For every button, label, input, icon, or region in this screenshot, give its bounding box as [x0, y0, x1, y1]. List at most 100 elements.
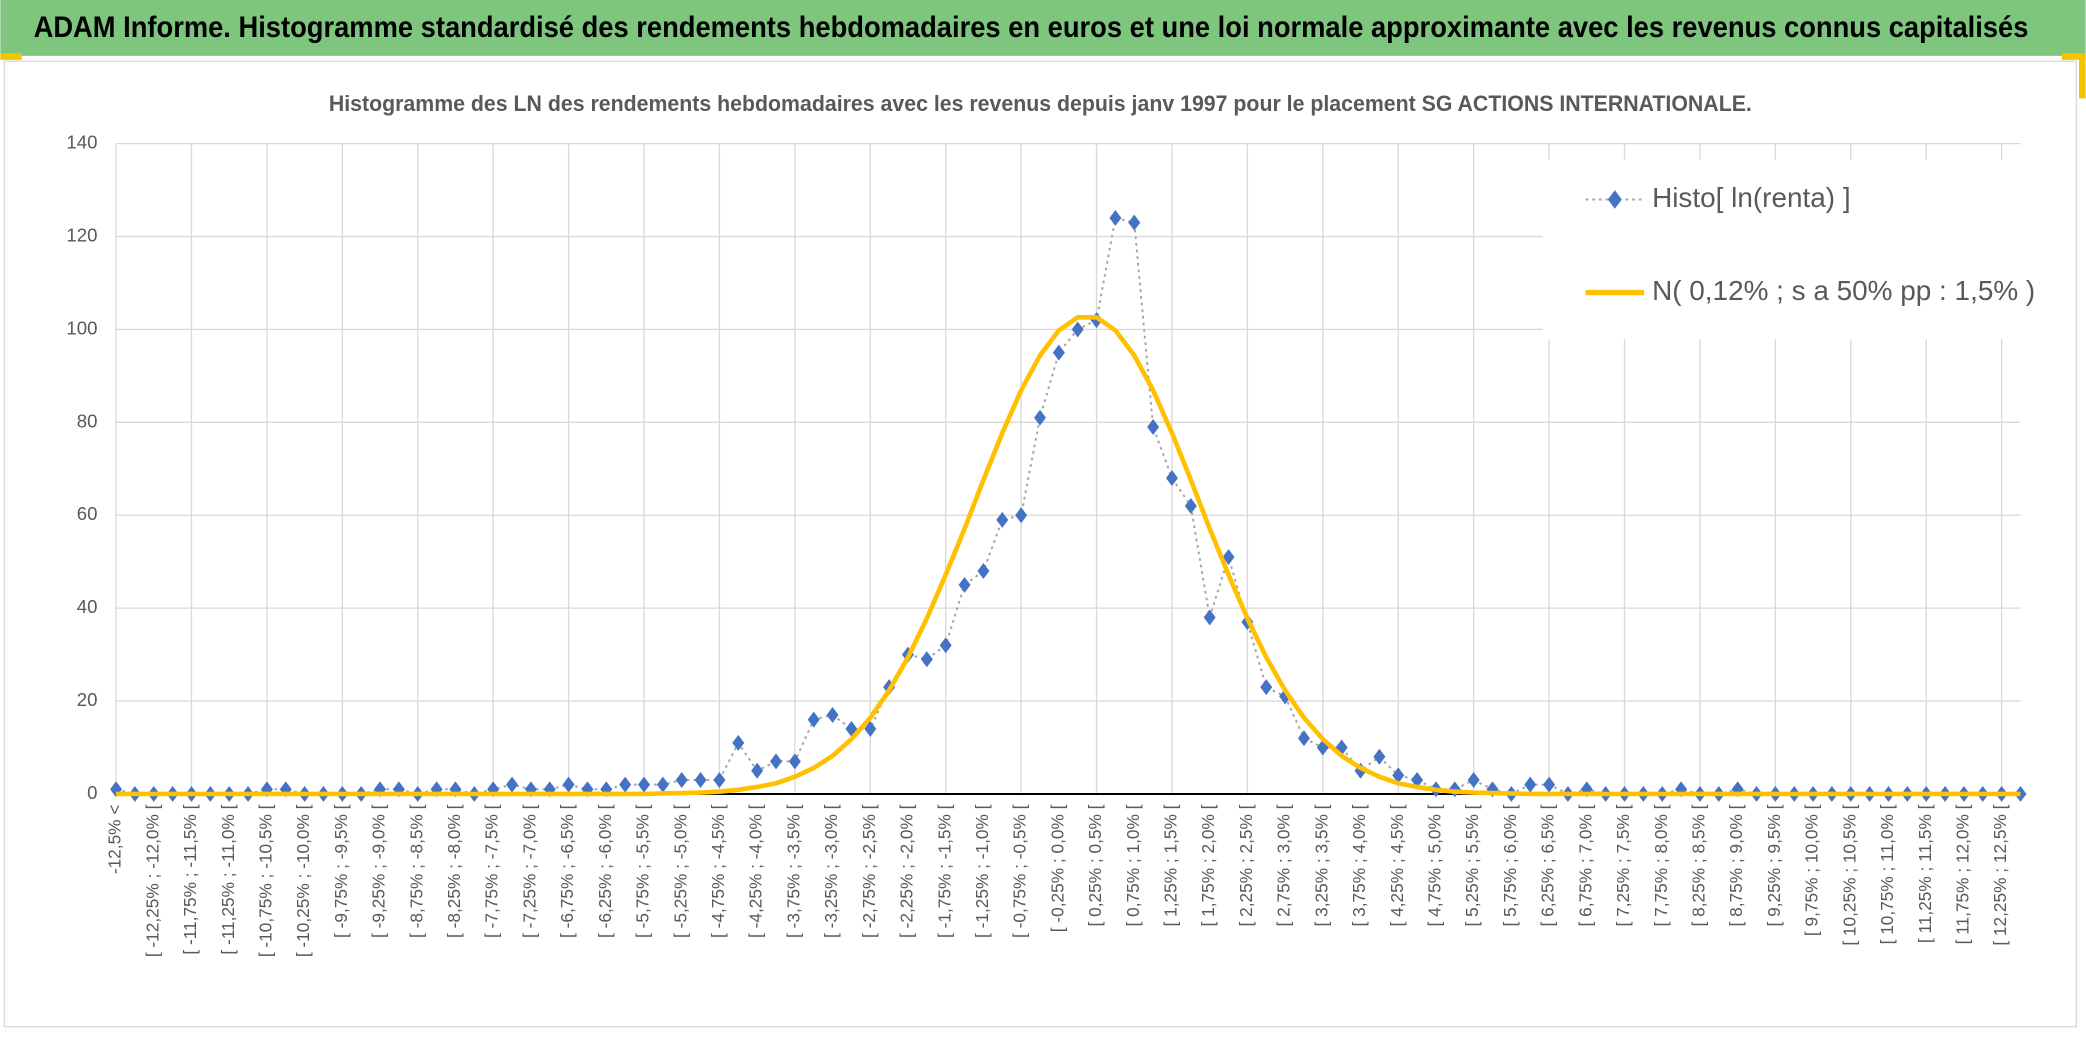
- x-tick-label: [ -0,25% ; 0,0% [: [1047, 804, 1067, 932]
- x-tick-label: [ 11,25% ; 11,5% [: [1915, 804, 1935, 943]
- x-tick-label: [ 3,25% ; 3,5% [: [1311, 804, 1331, 926]
- chart-title: Histogramme des LN des rendements hebdom…: [329, 91, 1752, 116]
- x-tick-label: [ -1,75% ; -1,5% [: [934, 804, 954, 938]
- x-tick-label: [ 1,25% ; 1,5% [: [1161, 804, 1181, 926]
- x-tick-label: [ 4,75% ; 5,0% [: [1425, 804, 1445, 926]
- legend-label: Histo[ ln(renta) ]: [1652, 182, 1851, 213]
- x-tick-label: [ 4,25% ; 4,5% [: [1387, 804, 1407, 926]
- corner-mark: [0, 53, 22, 60]
- x-tick-label: [ 7,75% ; 8,0% [: [1651, 804, 1671, 926]
- histogram-point: [996, 511, 1009, 528]
- x-tick-label: [ -9,75% ; -9,5% [: [331, 804, 351, 938]
- x-tick-label: [ 1,75% ; 2,0% [: [1198, 804, 1218, 926]
- histogram-point: [562, 776, 575, 793]
- x-tick-label: [ 10,75% ; 11,0% [: [1877, 804, 1897, 944]
- histogram-point: [1297, 730, 1310, 747]
- x-tick-label: [ 3,75% ; 4,0% [: [1349, 804, 1369, 926]
- histogram-point: [713, 772, 726, 788]
- x-tick-label: [ 8,25% ; 8,5% [: [1688, 804, 1708, 926]
- histogram-point: [1467, 772, 1480, 788]
- histogram-point: [751, 762, 764, 779]
- x-tick-label: [ -4,75% ; -4,5% [: [708, 804, 728, 938]
- x-tick-label: [ 6,75% ; 7,0% [: [1575, 804, 1595, 926]
- histogram-point: [619, 776, 632, 793]
- legend-marker: [1607, 190, 1622, 209]
- x-tick-label: [ 8,75% ; 9,0% [: [1726, 804, 1746, 926]
- x-tick-label: [ 5,75% ; 6,0% [: [1500, 804, 1520, 926]
- y-tick-label: 140: [66, 132, 97, 153]
- x-tick-label: [ 9,75% ; 10,0% [: [1802, 804, 1822, 936]
- x-tick-label: [ -10,75% ; -10,5% [: [255, 804, 275, 957]
- plot: [110, 209, 2027, 802]
- x-tick-label: [ 9,25% ; 9,5% [: [1764, 804, 1784, 926]
- histogram-point: [977, 563, 990, 579]
- x-tick-label: [ 10,25% ; 10,5% [: [1839, 804, 1859, 945]
- page-title: ADAM Informe. Histogramme standardisé de…: [34, 12, 2029, 44]
- y-tick-label: 60: [77, 503, 98, 524]
- histogram-point: [1260, 679, 1273, 696]
- histogram-point: [1184, 497, 1197, 514]
- histogram-point: [1222, 549, 1235, 566]
- y-tick-label: 120: [66, 224, 97, 245]
- side-mark: [2078, 55, 2086, 99]
- histogram-point: [864, 720, 877, 737]
- histogram-point: [694, 772, 707, 788]
- x-tick-label: [ -11,75% ; -11,5% [: [180, 804, 200, 954]
- x-tick-label: [ -2,75% ; -2,5% [: [859, 804, 879, 938]
- histogram-point: [1392, 767, 1405, 784]
- x-tick-label: -12,5% <: [105, 805, 125, 875]
- x-tick-label: [ 5,25% ; 5,5% [: [1462, 804, 1482, 926]
- histogram-point: [1411, 772, 1424, 788]
- x-tick-label: [ -5,75% ; -5,5% [: [633, 804, 653, 938]
- x-tick-label: [ -3,75% ; -3,5% [: [783, 804, 803, 938]
- histogram-point: [1354, 762, 1367, 779]
- x-tick-label: [ -8,75% ; -8,5% [: [406, 804, 426, 938]
- x-tick-label: [ 0,75% ; 1,0% [: [1123, 804, 1143, 926]
- y-tick-label: 0: [87, 782, 97, 803]
- histogram-point: [1071, 321, 1084, 338]
- x-tick-label: [ 2,75% ; 3,0% [: [1274, 804, 1294, 926]
- histogram-point: [1109, 209, 1122, 226]
- y-tick-label: 100: [66, 317, 97, 338]
- x-tick-label: [ -6,25% ; -6,0% [: [595, 804, 615, 938]
- histogram-point: [807, 711, 820, 728]
- chart-border: [3, 60, 2077, 1028]
- x-tick-label: [ -7,75% ; -7,5% [: [482, 804, 502, 938]
- x-tick-label: [ -5,25% ; -5,0% [: [670, 804, 690, 938]
- corner-mark: [2061, 53, 2086, 60]
- histogram-point: [1373, 748, 1386, 765]
- normal-curve: [116, 315, 2021, 797]
- x-tick-label: [ -2,25% ; -2,0% [: [897, 804, 917, 938]
- x-tick-label: [ -7,25% ; -7,0% [: [519, 804, 539, 938]
- x-tick-label: [ -9,25% ; -9,0% [: [369, 804, 389, 938]
- x-tick-label: [ -10,25% ; -10,0% [: [293, 804, 313, 957]
- header-bar: [0, 0, 2086, 56]
- x-tick-label: [ -8,25% ; -8,0% [: [444, 804, 464, 938]
- legend: Histo[ ln(renta) ] N( 0,12% ; s a 50% pp …: [1543, 159, 2035, 340]
- histogram-point: [732, 734, 745, 751]
- x-tick-label: [ 2,25% ; 2,5% [: [1236, 804, 1256, 926]
- x-tick-label: [ 0,25% ; 0,5% [: [1085, 804, 1105, 926]
- histogram-point: [826, 707, 839, 723]
- x-tick-label: [ -0,75% ; -0,5% [: [1010, 804, 1030, 938]
- histogram-point: [1034, 409, 1046, 426]
- x-tick-label: [ -1,25% ; -1,0% [: [972, 804, 992, 938]
- y-tick-label: 40: [77, 596, 98, 617]
- histogram-point: [1052, 344, 1065, 361]
- histogram-point: [1543, 776, 1556, 793]
- histogram-point: [1165, 470, 1178, 487]
- x-tick-label: [ 12,25% ; 12,5% [: [1990, 804, 2010, 945]
- histogram-point: [1015, 507, 1028, 524]
- y-tick-label: 80: [77, 410, 98, 431]
- histogram-point: [788, 753, 801, 770]
- histogram-point: [1524, 776, 1537, 793]
- x-tick-label: [ -11,25% ; -11,0% [: [218, 804, 238, 954]
- histogram-point: [1147, 419, 1160, 435]
- legend-label: N( 0,12% ; s a 50% pp : 1,5% ): [1652, 275, 2035, 306]
- x-tick-label: [ 7,25% ; 7,5% [: [1613, 804, 1633, 926]
- x-tick-label: [ -12,25% ; -12,0% [: [142, 804, 162, 957]
- x-tick-label: [ -4,25% ; -4,0% [: [746, 804, 766, 938]
- x-tick-label: [ 6,25% ; 6,5% [: [1538, 804, 1558, 926]
- x-tick-label: [ 11,75% ; 12,0% [: [1952, 804, 1972, 944]
